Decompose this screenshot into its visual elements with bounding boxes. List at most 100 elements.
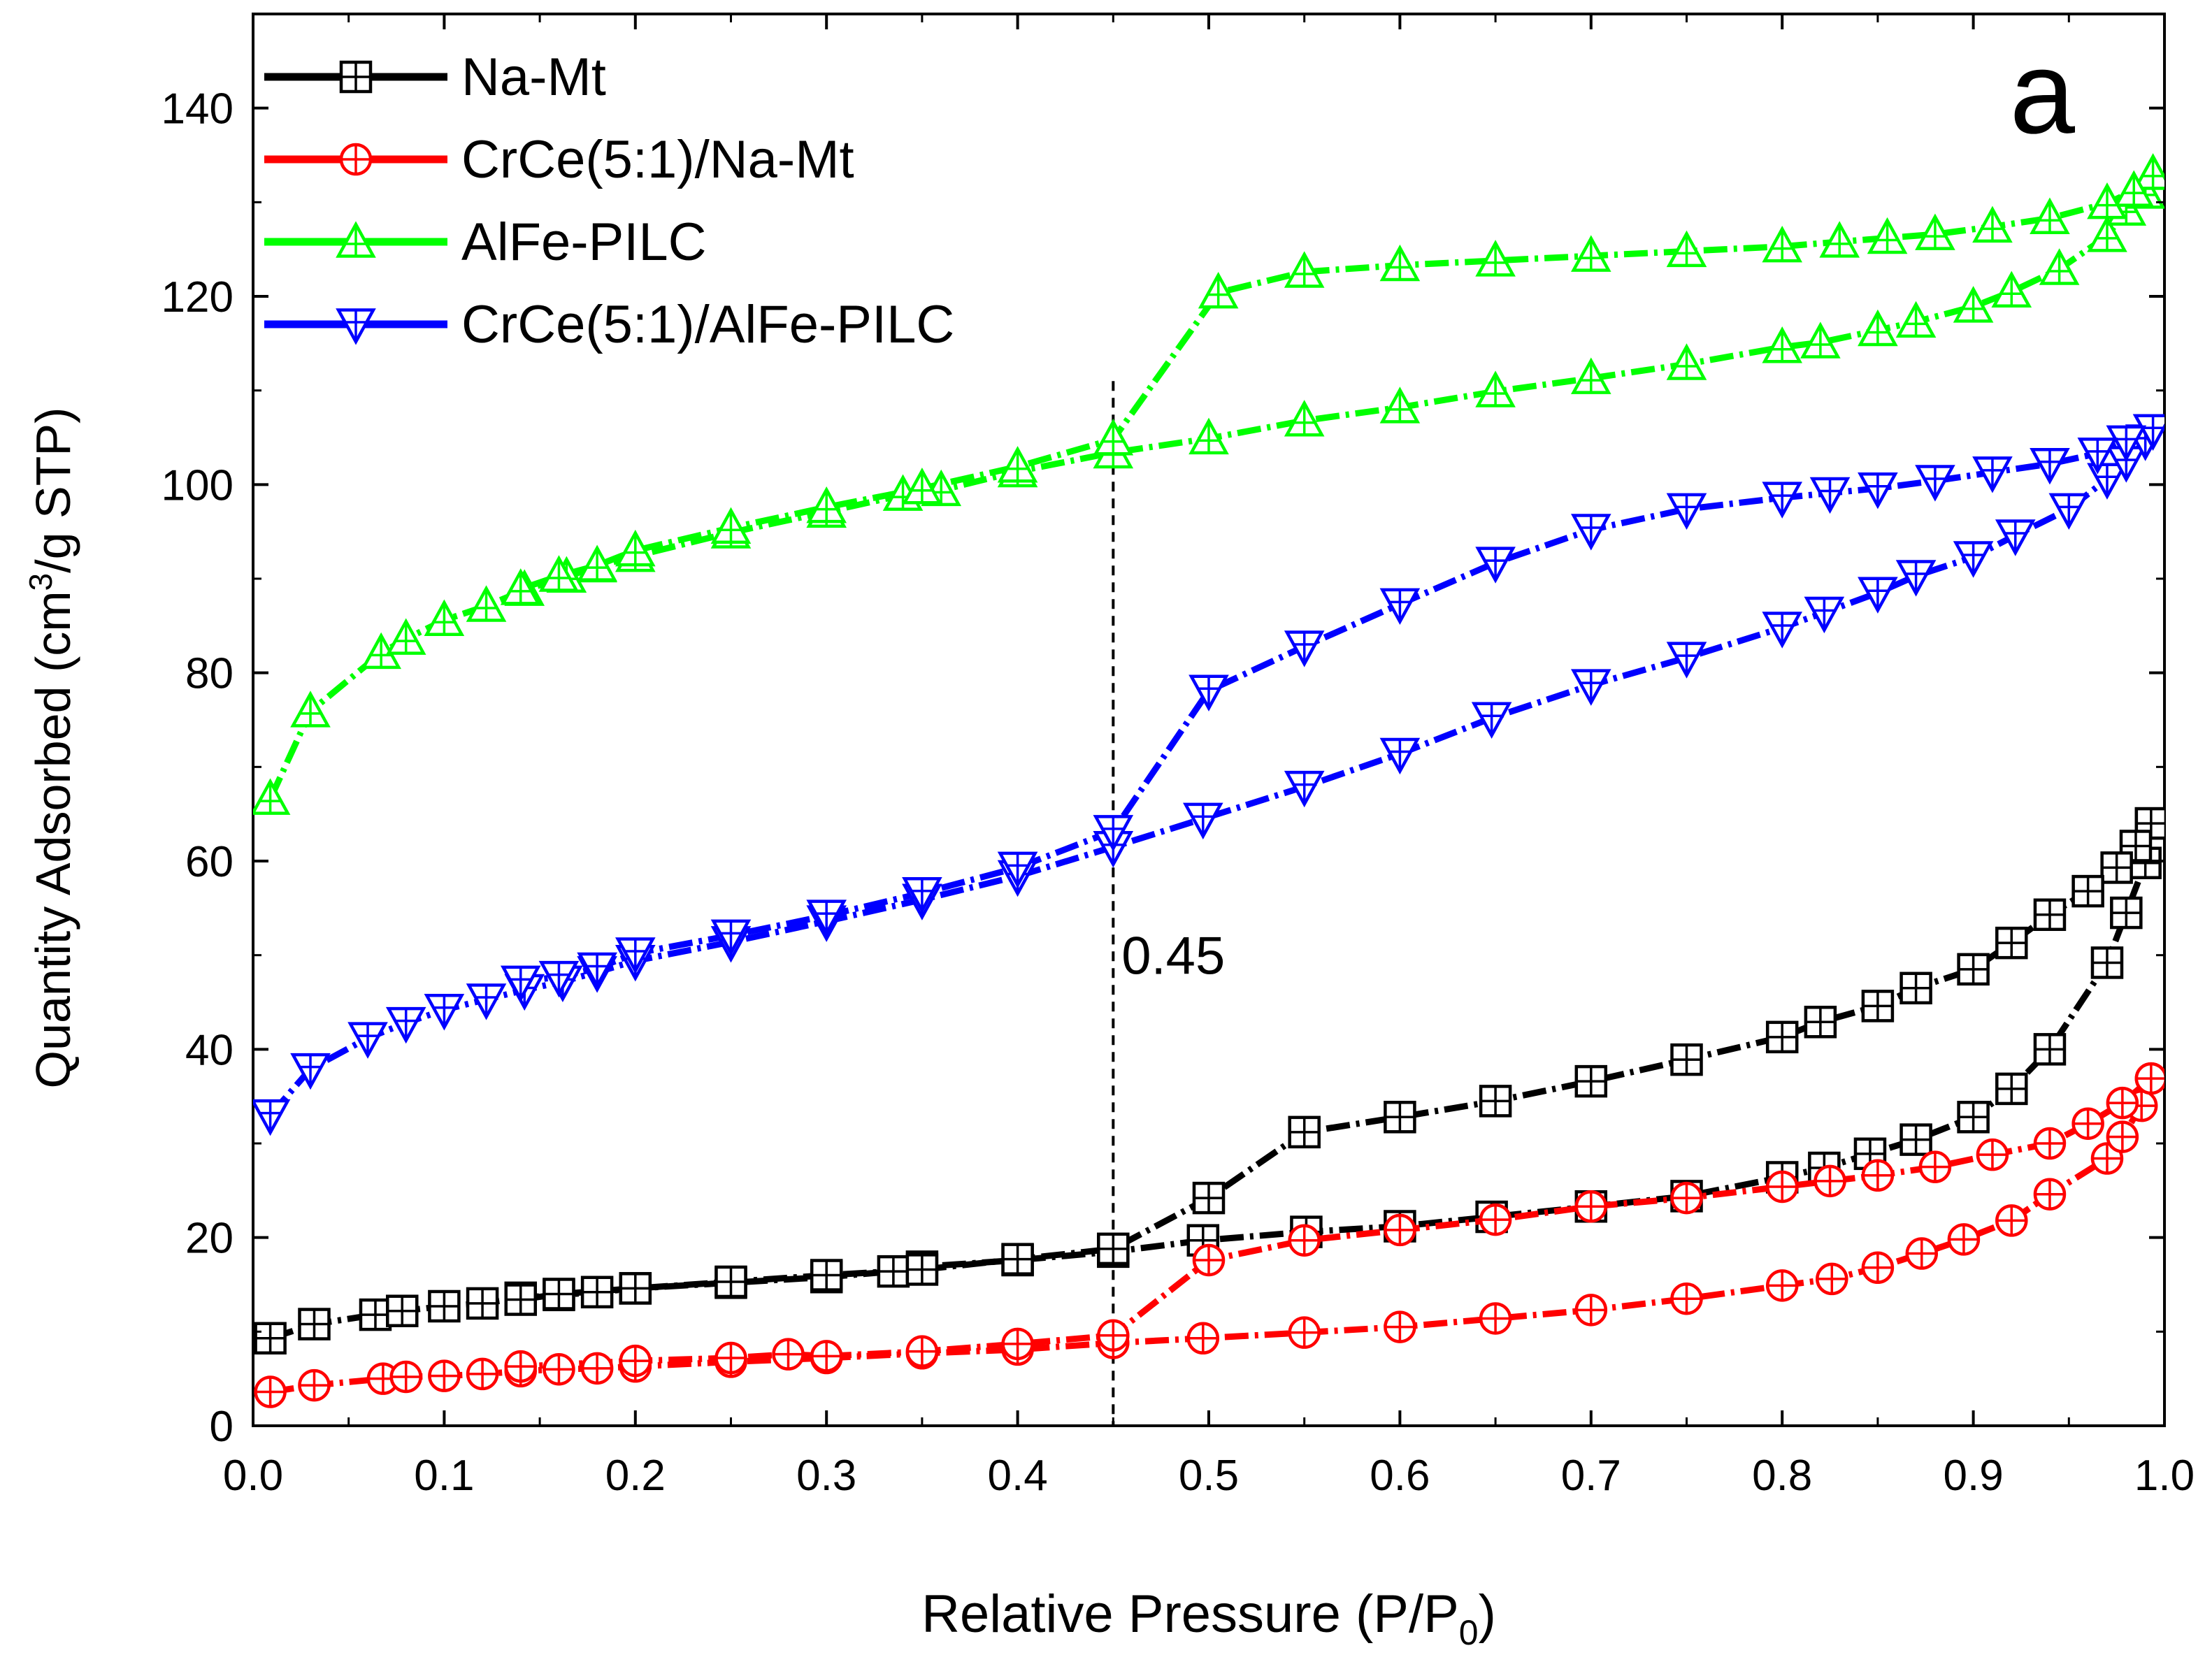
data-point-cross: [912, 879, 932, 911]
data-point: [1972, 456, 2013, 493]
data-point-cross: [1862, 991, 1893, 1021]
data-point: [1001, 1243, 1034, 1276]
data-point-cross: [2034, 1179, 2064, 1209]
y-tick-label: 100: [161, 461, 234, 510]
data-point-cross: [721, 510, 741, 542]
data-point: [1991, 270, 2032, 308]
data-point: [1800, 321, 1841, 359]
data-point-cross: [1294, 254, 1314, 287]
data-point-cross: [1815, 1166, 1845, 1196]
data-point: [1666, 642, 1707, 679]
data-point-cross: [301, 693, 320, 726]
data-point-cross: [1817, 1264, 1847, 1294]
data-point: [1188, 417, 1229, 455]
data-point-cross: [1672, 1183, 1702, 1213]
y-tick-label: 60: [185, 838, 234, 886]
data-point-cross: [582, 1353, 612, 1383]
data-point-cross: [1948, 1224, 1978, 1255]
data-point: [466, 1357, 499, 1391]
data-point: [1670, 1282, 1703, 1315]
data-point: [504, 1283, 538, 1316]
data-point: [1384, 1213, 1416, 1247]
data-point: [1666, 343, 1707, 380]
data-point: [905, 1253, 939, 1286]
data-point: [1192, 1181, 1226, 1215]
data-point-cross: [2034, 899, 2064, 930]
data-point-cross: [1901, 973, 1931, 1003]
data-point: [2033, 898, 2067, 932]
data-point-cross: [1925, 217, 1945, 249]
legend-entry: CrCe(5:1)/AlFe-PILC: [264, 295, 954, 354]
data-point-cross: [1481, 1086, 1511, 1116]
data-point: [428, 1359, 461, 1392]
data-point-cross: [299, 1309, 329, 1339]
data-point: [2039, 248, 2080, 285]
data-point: [2110, 896, 2143, 930]
data-point: [1479, 1302, 1512, 1335]
data-point-cross: [1576, 1067, 1606, 1097]
data-point: [1379, 386, 1421, 424]
data-point: [1574, 1294, 1608, 1327]
data-point-cross: [620, 1273, 650, 1303]
data-point: [577, 544, 617, 581]
data-point: [1957, 1101, 1990, 1134]
data-point: [806, 899, 847, 937]
data-point: [253, 1099, 291, 1136]
series-group: [253, 153, 2164, 1408]
x-tick-label: 0.5: [1179, 1452, 1239, 1500]
data-point-cross: [1676, 494, 1697, 527]
data-point-cross: [1820, 478, 1840, 511]
data-point-cross: [1581, 670, 1601, 703]
data-point-cross: [2143, 156, 2163, 189]
data-point: [543, 1278, 575, 1310]
data-point-cross: [260, 781, 280, 814]
data-point: [2087, 182, 2127, 219]
data-point: [466, 585, 507, 622]
data-point: [2106, 425, 2147, 463]
data-point: [543, 1352, 575, 1386]
data-point-cross: [1868, 474, 1888, 506]
data-point: [1895, 560, 1937, 597]
data-point-cross: [2097, 464, 2117, 497]
data-point-cross: [1576, 1295, 1606, 1325]
data-point-cross: [2136, 1064, 2164, 1094]
data-point-cross: [1772, 613, 1792, 646]
data-point-cross: [2059, 494, 2079, 527]
data-point: [385, 618, 426, 655]
data-point-cross: [544, 1279, 574, 1309]
data-point-cross: [1103, 421, 1123, 454]
data-point: [577, 952, 617, 990]
data-point-cross: [2097, 185, 2117, 218]
data-point-cross: [1983, 209, 2002, 241]
data-point-cross: [2034, 1034, 2064, 1064]
data-point: [428, 1289, 461, 1323]
data-point: [2090, 1142, 2124, 1175]
data-point-cross: [391, 1361, 421, 1392]
data-point: [1762, 482, 1803, 519]
reference-line-group: 0.45: [1112, 381, 1225, 1426]
data-point-cross: [1581, 361, 1601, 393]
x-axis-title-end: ): [1479, 1584, 1496, 1644]
data-point-cross: [1003, 1244, 1033, 1274]
data-point: [1670, 1181, 1703, 1215]
data-point-cross: [1977, 1140, 2007, 1170]
data-point: [1765, 1269, 1799, 1302]
data-point-cross: [773, 1339, 803, 1369]
data-point: [2106, 1120, 2139, 1153]
data-point: [1995, 926, 2028, 960]
data-point: [1384, 1310, 1416, 1343]
data-point: [1379, 737, 1421, 775]
data-point: [385, 1006, 426, 1044]
data-point: [2033, 1127, 2067, 1160]
data-point-cross: [2120, 831, 2150, 861]
data-point: [810, 1259, 843, 1292]
data-point: [1814, 1164, 1846, 1198]
data-point-cross: [1199, 421, 1219, 453]
data-point-cross: [1963, 289, 1983, 321]
data-point: [619, 1272, 652, 1305]
data-point-cross: [255, 1377, 285, 1407]
data-point-cross: [1390, 589, 1410, 622]
data-point: [2030, 197, 2070, 234]
data-point: [1670, 1043, 1703, 1076]
data-point: [1899, 1123, 1932, 1156]
